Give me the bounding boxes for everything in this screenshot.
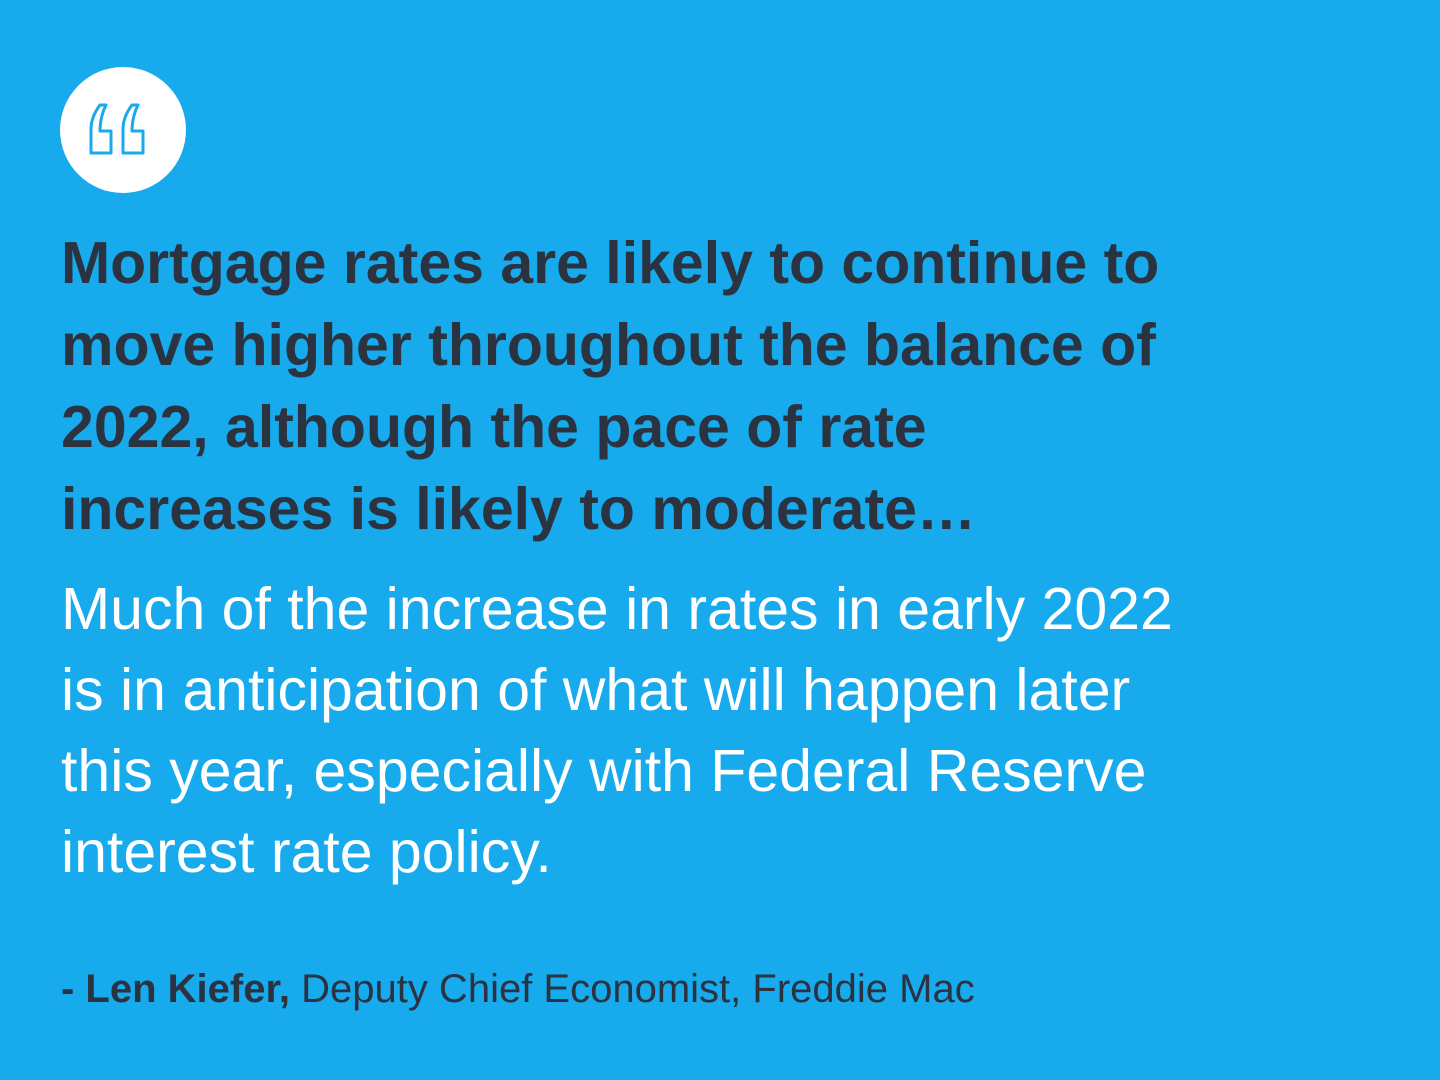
text-line: Mortgage rates are likely to continue to [61, 230, 1160, 296]
quote-body: Much of the increase in rates in early 2… [61, 569, 1173, 893]
text-line: 2022, although the pace of rate [61, 394, 927, 460]
text-line: is in anticipation of what will happen l… [61, 657, 1131, 723]
text-line: interest rate policy. [61, 819, 552, 885]
text-line: move higher throughout the balance of [61, 312, 1156, 378]
text-line: Much of the increase in rates in early 2… [61, 576, 1173, 642]
text-line: increases is likely to moderate… [61, 476, 976, 542]
quote-icon [60, 67, 186, 193]
quote-lead: Mortgage rates are likely to continue to… [61, 222, 1159, 550]
text-line: this year, especially with Federal Reser… [61, 738, 1147, 804]
attribution-role: Deputy Chief Economist, Freddie Mac [301, 967, 975, 1011]
attribution: - Len Kiefer, Deputy Chief Economist, Fr… [61, 965, 975, 1013]
attribution-name: - Len Kiefer, [61, 967, 290, 1011]
